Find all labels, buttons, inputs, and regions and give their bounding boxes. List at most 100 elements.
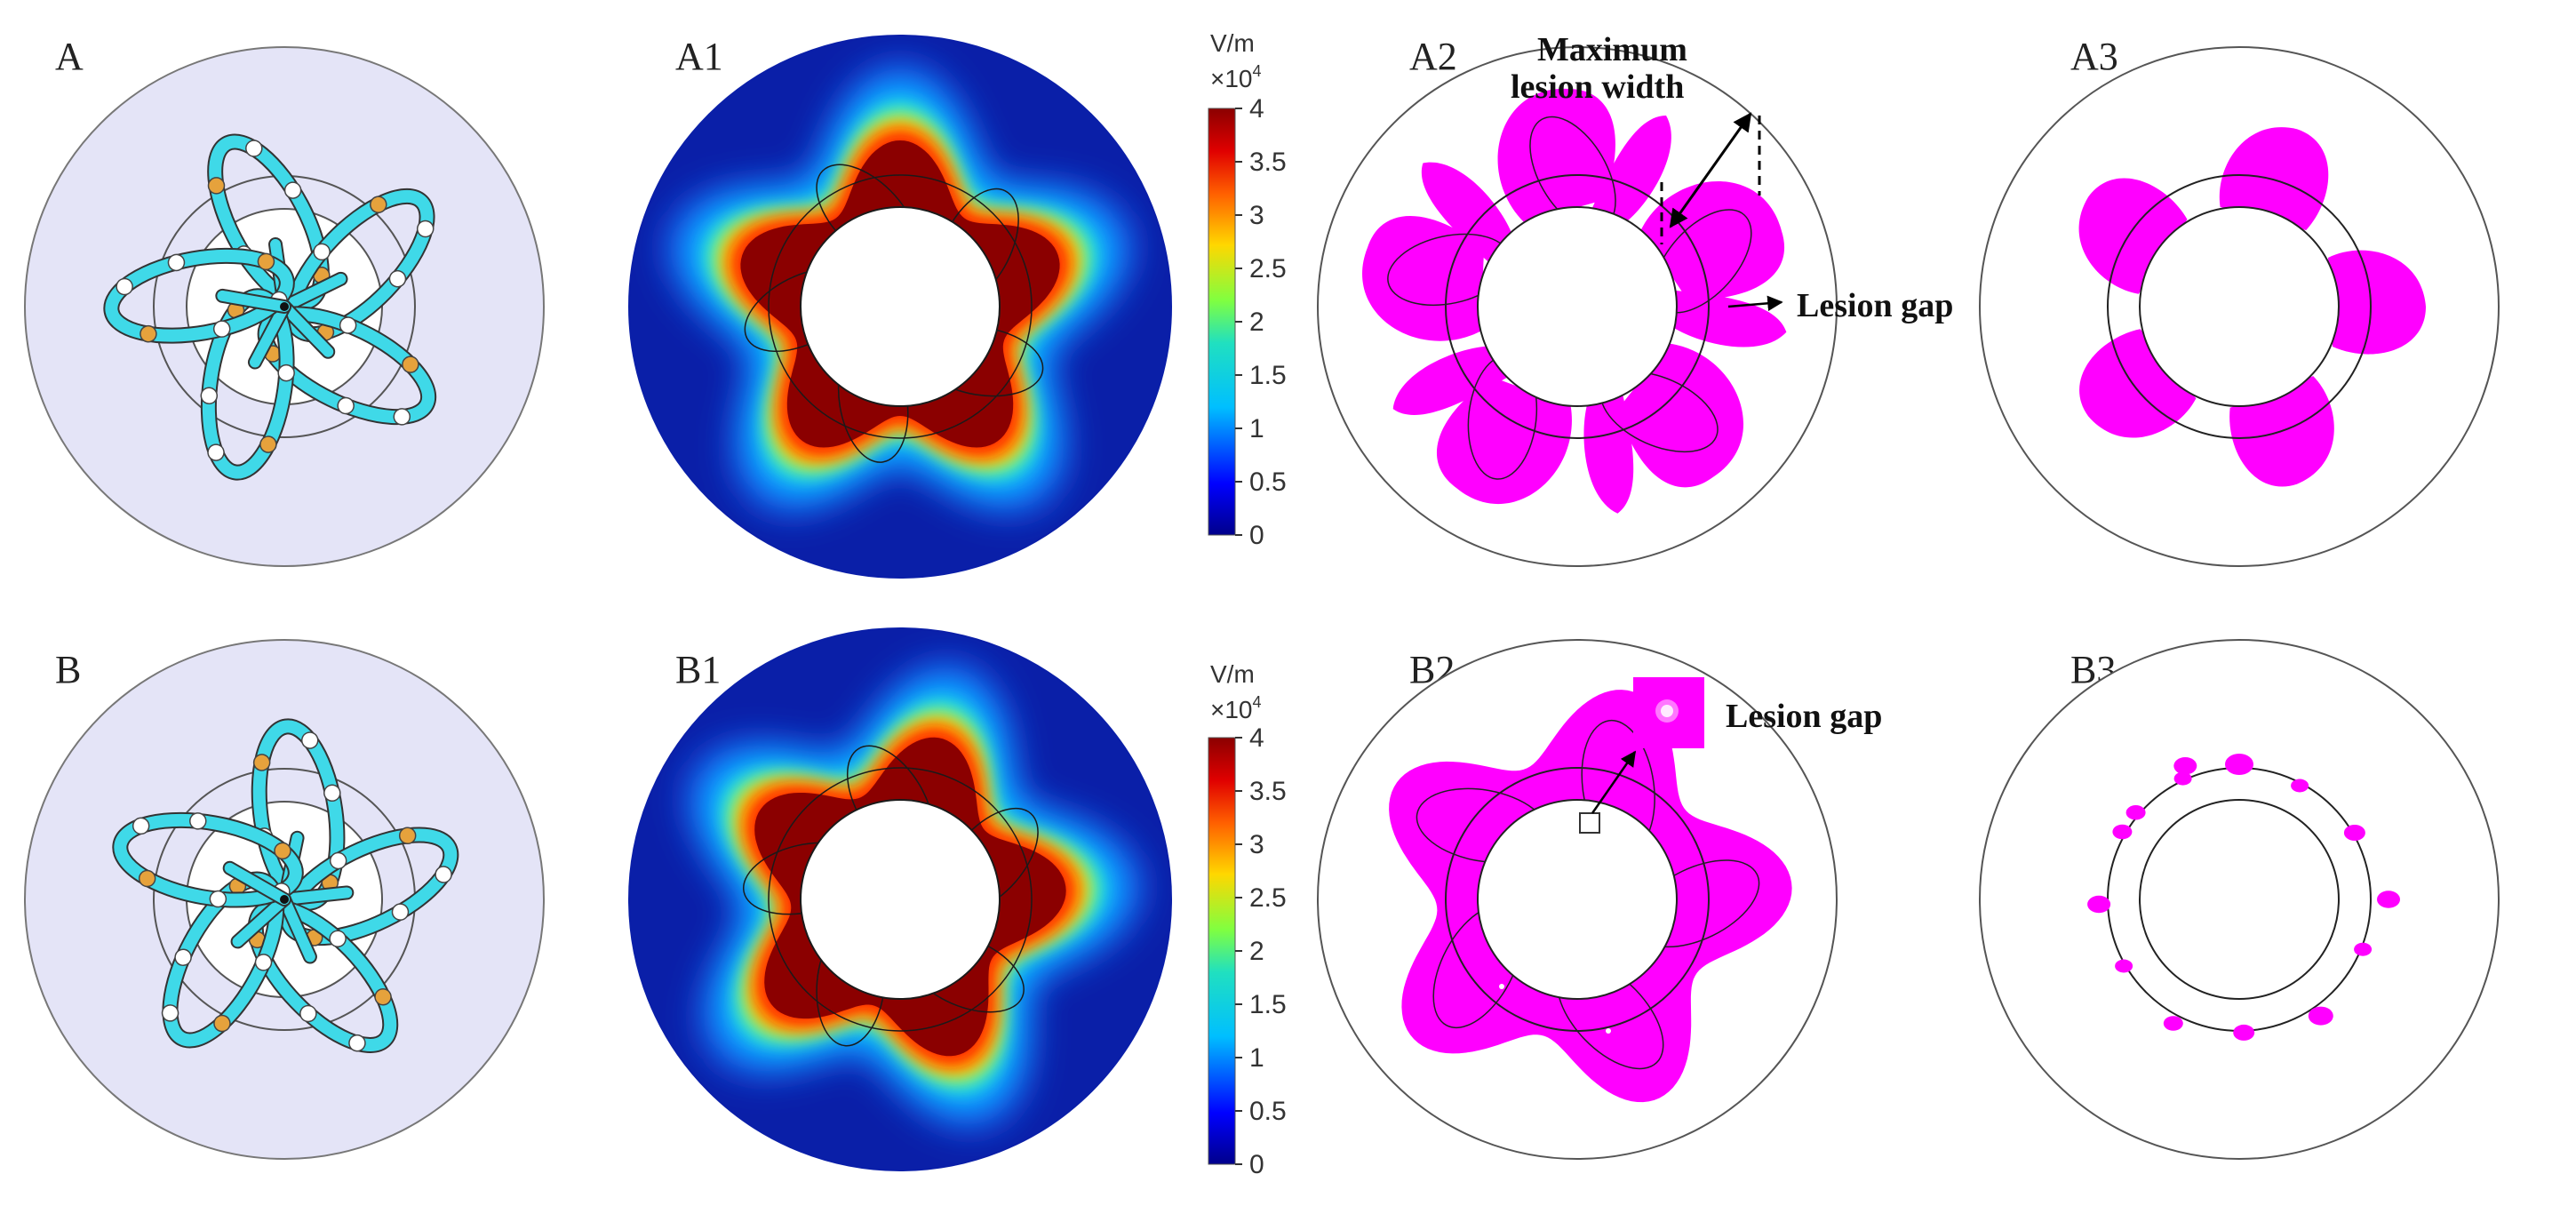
electrode-band [388,269,407,288]
lesion-spot [2163,1016,2183,1031]
panel-label-A3: A3 [2070,35,2118,78]
colorbar-multiplier: ×104 [1210,693,1262,723]
colorbar-tick-label: 1 [1249,1043,1264,1073]
electrode-band [393,408,411,426]
electrode-band [274,842,291,860]
spoke-body [279,301,334,357]
electrode-loop-body [105,249,293,342]
electrode-band [167,253,186,272]
colorbar-tick-label: 0 [1249,1150,1264,1179]
lesion-spot [2308,1006,2333,1026]
lesion-gap-label-a: Lesion gap [1797,287,1953,324]
lesion-lumen [1477,799,1678,1000]
catheter-geometry-b [24,639,545,1160]
electrode-band [189,812,207,830]
catheter-hub [280,895,289,904]
lesion-lobe-secondary [1421,162,1512,273]
colorbar-tick-label: 4 [1249,94,1264,124]
electrode-band [337,396,355,415]
panel-label-B1: B1 [675,648,721,691]
electrode-band [300,731,319,749]
electrode-band [435,866,452,883]
electrode-band [339,316,357,334]
lesion-lobe-group [2078,178,2188,294]
colorbar-tick-label: 0 [1249,521,1264,550]
lesion-lobe-group [1497,88,1671,231]
colorbar-tick-label: 1 [1249,414,1264,443]
electrode-band [329,851,347,870]
field-tissue-ring [768,174,1033,439]
lesion-lobe [2079,329,2197,438]
colorbar-tick-label: 3.5 [1249,148,1287,177]
lesion-spot [2125,805,2146,820]
lesion-lobe [1362,216,1485,341]
electrode-band [140,324,157,343]
electrode-band [391,903,410,921]
lesion-lobe-secondary [1660,289,1787,347]
lesion-tissue-ring [2107,174,2372,439]
lesion-spot [2225,754,2253,775]
panel-label-B: B [55,648,81,691]
lesion-lobe [2328,250,2426,355]
electrode-band [374,987,392,1006]
lesion-lobe [1497,88,1615,222]
lesion-lobe [1436,377,1572,505]
max-width-arrow [1669,112,1752,228]
electrode-band [323,784,341,803]
lesion-gap-label-b: Lesion gap [1726,698,1882,735]
electrode-band [252,754,271,771]
electrode-band [212,320,231,338]
field-boundary [628,35,1172,579]
lesion-spot [2087,895,2111,914]
colorbar-unit: V/m [1210,660,1255,688]
electrode-band [132,817,150,835]
electrode-band [370,196,387,213]
colorbar-unit: V/m [1210,29,1255,57]
colorbar-multiplier-base: ×10 [1210,696,1253,723]
lesion-gap-spot [1499,984,1504,989]
electrode-band [329,930,347,947]
electrode-band [161,1004,179,1022]
electrode-band [299,1004,317,1023]
electric-field-map-b1 [628,627,1172,1171]
electrode-band [398,827,417,845]
lesion-lobe [2078,178,2188,294]
field-lumen [800,799,1001,1000]
lesion-gap-spot [1606,1028,1611,1034]
lesion-map-b2 [1317,639,1838,1160]
electrode-band [277,363,295,382]
electrode-band [200,387,219,405]
annotation-lesion-gap-a: Lesion gap [1727,287,1953,324]
lesion-spot [2377,891,2400,908]
colorbar-exponent: 4 [1253,62,1262,80]
lesion-spot [2173,771,2192,786]
spoke-body [224,862,290,905]
electrode-spline [103,247,295,344]
electrode-band [283,181,302,199]
lesion-lobe-secondary [1583,379,1634,514]
lesion-lumen [2139,206,2340,407]
spoke-body [279,273,347,312]
lesion-lobe-group [1583,343,1744,514]
colorbar-gradient [1208,108,1236,536]
lesion-lobe-group [1362,162,1512,341]
electrode-band [257,252,275,271]
colorbar-multiplier: ×104 [1210,62,1262,92]
lesion-map-a3 [1979,46,2500,567]
spoke-body [279,894,315,962]
lesion-lobe [1618,343,1744,488]
lesion-spot [2115,959,2133,973]
colorbar-tick-label: 0.5 [1249,467,1287,497]
colorbar-tick-label: 2 [1249,307,1264,337]
electrode-band [402,355,419,373]
colorbar-ticks: 4 3.5 3 2.5 2 1.5 1 0.5 0 [1235,94,1287,550]
colorbar-tick-label: 1.5 [1249,990,1287,1019]
lesion-lobe-group [2328,250,2426,355]
lesion-lobe-secondary [1586,116,1671,222]
electrode-band [348,1034,366,1052]
lesion-spot [2354,942,2373,956]
spoke-body [279,887,353,905]
panel-label-A1: A1 [675,35,723,78]
lesion-spot [2112,824,2133,840]
